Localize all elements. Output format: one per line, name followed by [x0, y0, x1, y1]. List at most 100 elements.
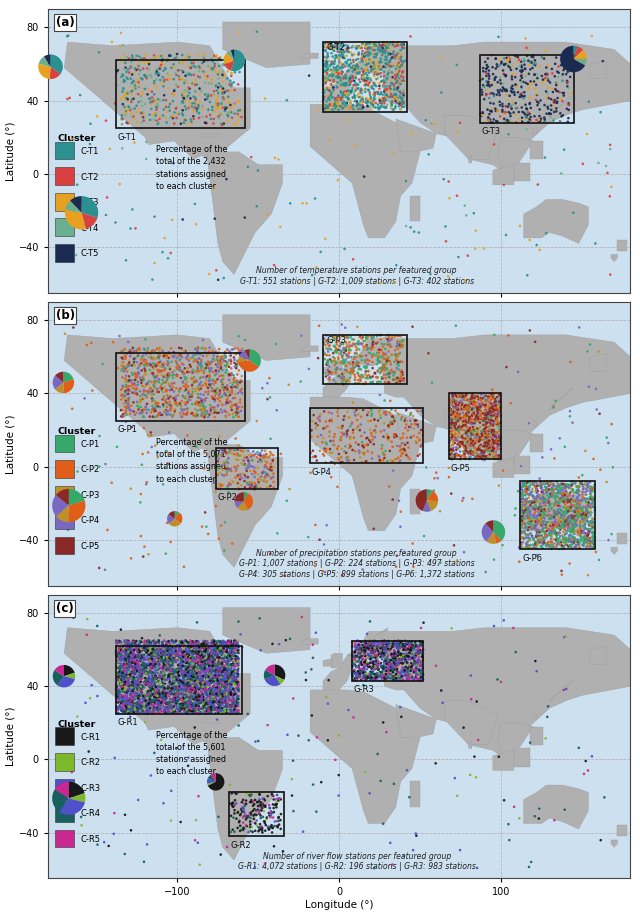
- Point: [179, 645, 189, 660]
- Point: [484, 411, 495, 425]
- Point: [126, 551, 136, 565]
- Point: [349, 651, 360, 665]
- Point: [551, 482, 561, 497]
- Point: [399, 371, 409, 386]
- Point: [131, 651, 141, 666]
- Point: [534, 59, 545, 74]
- Point: [376, 635, 387, 650]
- Point: [358, 54, 368, 69]
- Point: [209, 377, 219, 392]
- Point: [122, 360, 132, 374]
- Point: [579, 490, 589, 505]
- Point: [150, 658, 161, 673]
- Point: [114, 684, 124, 698]
- Point: [376, 44, 386, 59]
- Point: [573, 505, 583, 520]
- Point: [129, 671, 140, 685]
- Point: [152, 49, 163, 64]
- Point: [223, 678, 233, 693]
- Point: [214, 361, 225, 375]
- Point: [380, 640, 390, 655]
- Point: [511, 61, 522, 76]
- Point: [173, 692, 184, 706]
- Point: [376, 350, 387, 365]
- Point: [185, 640, 195, 654]
- Point: [394, 339, 404, 353]
- Point: [348, 362, 358, 377]
- Point: [465, 412, 475, 426]
- Point: [116, 634, 126, 649]
- Point: [371, 673, 381, 687]
- Point: [488, 59, 498, 74]
- Bar: [116, 353, 245, 421]
- Point: [351, 70, 361, 84]
- Point: [126, 679, 136, 694]
- Point: [159, 670, 170, 684]
- Point: [140, 657, 150, 672]
- Point: [130, 637, 140, 651]
- Point: [112, 634, 122, 649]
- Point: [161, 686, 172, 701]
- Point: [544, 494, 554, 509]
- Point: [477, 424, 487, 438]
- Point: [173, 690, 183, 705]
- Point: [571, 533, 581, 547]
- Point: [353, 402, 364, 416]
- Point: [122, 691, 132, 705]
- Point: [147, 674, 157, 689]
- Point: [486, 104, 497, 119]
- Point: [350, 94, 360, 109]
- Point: [182, 665, 192, 680]
- Point: [227, 683, 237, 697]
- Point: [228, 378, 238, 393]
- Point: [385, 637, 395, 651]
- Point: [219, 695, 229, 710]
- Point: [399, 54, 409, 69]
- Point: [214, 699, 224, 714]
- Point: [490, 102, 500, 116]
- Point: [381, 89, 391, 103]
- Point: [166, 643, 177, 658]
- Point: [158, 695, 168, 710]
- Point: [161, 640, 171, 654]
- Point: [490, 72, 500, 87]
- Point: [518, 489, 528, 503]
- Point: [271, 819, 282, 834]
- Point: [114, 665, 124, 680]
- Point: [226, 83, 236, 98]
- Point: [206, 636, 216, 651]
- Point: [536, 494, 547, 509]
- Point: [460, 431, 470, 446]
- Point: [484, 414, 494, 429]
- Point: [196, 685, 207, 700]
- Point: [239, 803, 249, 818]
- Point: [396, 412, 406, 426]
- Point: [394, 493, 404, 508]
- Point: [221, 642, 232, 657]
- Point: [402, 637, 412, 651]
- Point: [161, 696, 172, 711]
- Point: [544, 540, 554, 554]
- Point: [552, 528, 562, 543]
- Point: [150, 687, 160, 702]
- Point: [184, 663, 195, 678]
- Point: [85, 116, 95, 131]
- Point: [140, 640, 150, 654]
- Point: [380, 672, 390, 686]
- Point: [318, 81, 328, 96]
- Point: [225, 662, 236, 677]
- Point: [518, 530, 528, 544]
- Point: [585, 531, 595, 545]
- Point: [543, 102, 554, 116]
- Point: [212, 700, 223, 715]
- Point: [172, 671, 182, 685]
- Point: [177, 364, 188, 379]
- Point: [117, 670, 127, 684]
- Point: [115, 38, 125, 53]
- Point: [382, 83, 392, 98]
- Point: [124, 658, 134, 673]
- Point: [182, 669, 192, 684]
- Point: [379, 646, 389, 661]
- Point: [373, 638, 383, 652]
- Point: [386, 81, 396, 96]
